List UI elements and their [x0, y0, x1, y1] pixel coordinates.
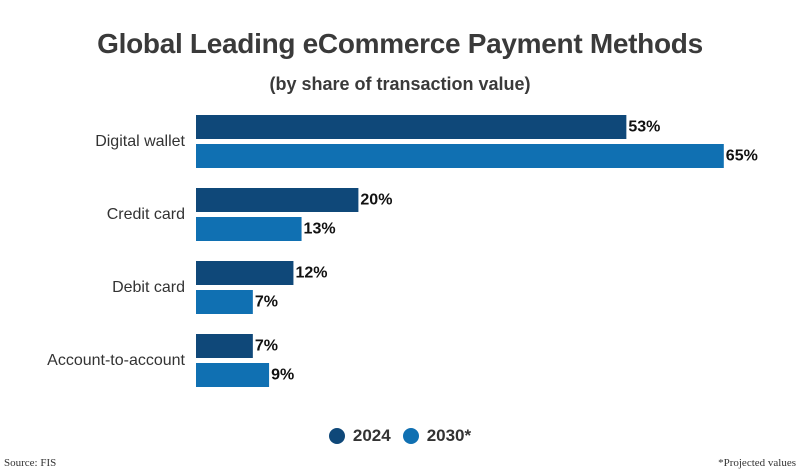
- category-label-account-to-account: Account-to-account: [47, 352, 185, 369]
- category-label-credit-card: Credit card: [107, 206, 185, 223]
- value-label-debit-card-2030: 7%: [255, 294, 278, 311]
- category-label-debit-card: Debit card: [112, 279, 185, 296]
- legend-swatch-2030: [402, 428, 419, 444]
- value-label-digital-wallet-2024: 53%: [628, 119, 660, 136]
- legend-item-2030: 2030*: [402, 426, 472, 446]
- value-label-digital-wallet-2030: 65%: [726, 148, 758, 165]
- chart-title: Global Leading eCommerce Payment Methods: [97, 28, 703, 59]
- legend-label-2024: 2024: [352, 426, 391, 445]
- bar-credit-card-2024: [196, 188, 359, 212]
- bar-debit-card-2030: [196, 290, 253, 314]
- legend-label-2030: 2030*: [426, 426, 472, 445]
- legend-swatch-2024: [328, 428, 345, 444]
- bar-account-to-account-2030: [196, 363, 270, 387]
- legend-item-2024: 2024: [328, 426, 391, 446]
- value-label-debit-card-2024: 12%: [295, 265, 327, 282]
- chart-legend: 2024 2030*: [0, 426, 800, 446]
- bar-digital-wallet-2024: [196, 115, 627, 139]
- bar-credit-card-2030: [196, 217, 302, 241]
- value-label-account-to-account-2030: 9%: [271, 367, 294, 384]
- chart-subtitle: (by share of transaction value): [269, 74, 531, 94]
- source-note: Source: FIS: [4, 457, 57, 469]
- bar-account-to-account-2024: [196, 334, 253, 358]
- bar-digital-wallet-2030: [196, 144, 724, 168]
- bar-debit-card-2024: [196, 261, 294, 285]
- projected-note: *Projected values: [718, 457, 796, 469]
- category-label-digital-wallet: Digital wallet: [95, 133, 185, 150]
- value-label-credit-card-2024: 20%: [360, 192, 392, 209]
- value-label-account-to-account-2024: 7%: [255, 338, 278, 355]
- value-label-credit-card-2030: 13%: [304, 221, 336, 238]
